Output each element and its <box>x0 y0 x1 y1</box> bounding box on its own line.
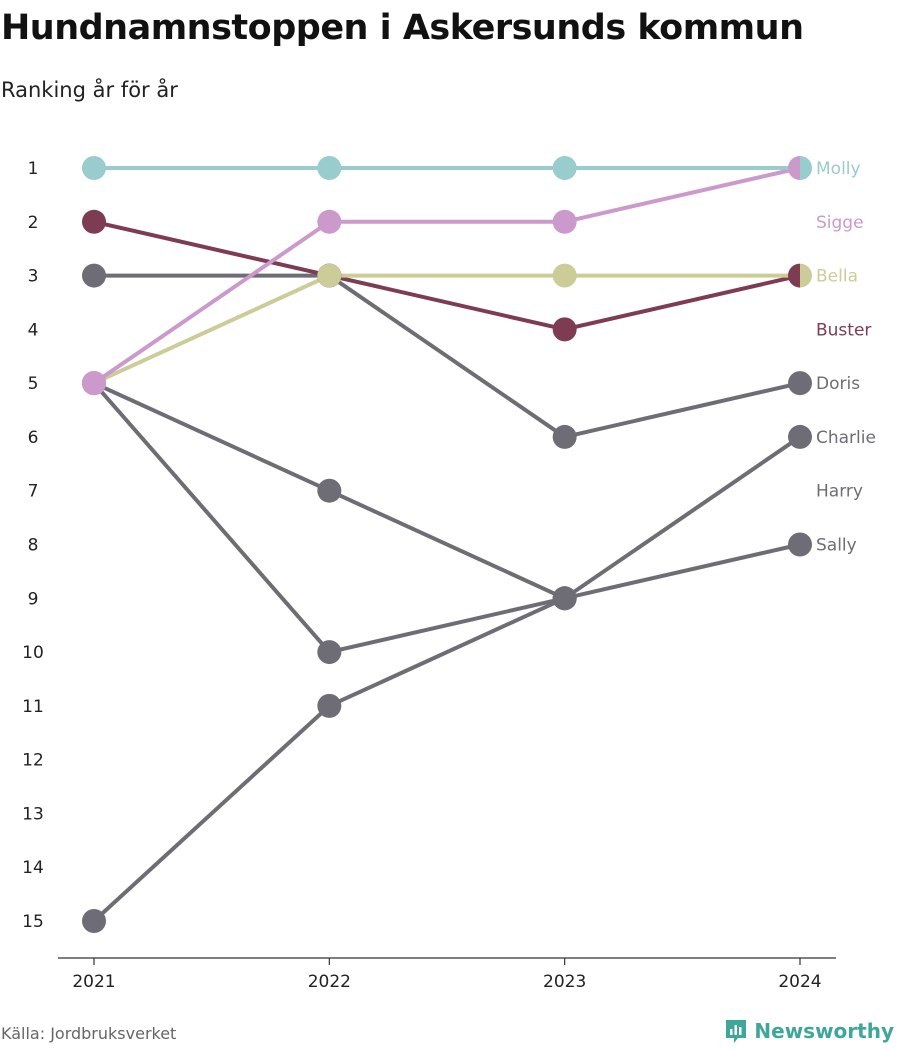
y-tick-label: 11 <box>22 697 44 717</box>
point-sally <box>317 640 342 665</box>
point-molly <box>800 156 812 180</box>
series-line-doris <box>92 273 802 439</box>
x-tick-label: 2021 <box>72 972 115 992</box>
y-tick-label: 6 <box>28 428 39 448</box>
point-charlie <box>317 693 342 718</box>
point-sigge <box>552 209 577 234</box>
point-bella <box>800 263 813 288</box>
y-tick-label: 10 <box>22 643 44 663</box>
y-tick-label: 3 <box>28 267 39 287</box>
point-buster <box>552 317 577 342</box>
series-line-bella <box>92 273 802 386</box>
series-line-sigge <box>92 166 802 386</box>
newsworthy-logo-icon <box>726 1020 747 1043</box>
point-sigge <box>82 371 106 396</box>
x-tick-label: 2023 <box>543 972 586 992</box>
point-sigge <box>317 209 342 234</box>
series-line-sally <box>92 381 802 655</box>
chart-subtitle: Ranking år för år <box>1 78 178 102</box>
point-doris <box>552 424 577 449</box>
y-tick-label: 7 <box>28 482 39 502</box>
point-buster <box>788 263 800 288</box>
brand: Newsworthy <box>724 1018 894 1044</box>
chart-title: Hundnamnstoppen i Askersunds kommun <box>1 8 804 48</box>
y-tick-label: 8 <box>28 536 39 556</box>
y-tick-label: 2 <box>28 213 39 233</box>
point-doris <box>788 371 812 396</box>
x-tick-label: 2022 <box>308 972 351 992</box>
y-tick-label: 9 <box>28 589 39 609</box>
point-charlie <box>788 424 812 449</box>
y-tick-label: 15 <box>22 912 44 932</box>
y-tick-label: 12 <box>22 751 44 771</box>
point-bella <box>317 263 342 288</box>
point-molly <box>82 156 106 180</box>
series-line-buster <box>92 219 802 332</box>
end-label-sally: Sally <box>816 536 857 556</box>
point-sigge <box>788 156 800 180</box>
end-label-bella: Bella <box>816 267 858 287</box>
y-tick-label: 14 <box>22 858 44 878</box>
point-bella <box>552 263 577 288</box>
point-buster <box>82 209 106 234</box>
series-line-charlie <box>92 434 802 923</box>
brand-name: Newsworthy <box>754 1019 894 1043</box>
end-label-doris: Doris <box>816 374 860 394</box>
end-label-charlie: Charlie <box>816 428 876 448</box>
y-tick-label: 4 <box>28 320 39 340</box>
y-tick-label: 5 <box>28 374 39 394</box>
point-harry <box>552 586 577 611</box>
point-doris <box>82 263 106 288</box>
x-tick-label: 2024 <box>778 972 821 992</box>
end-label-sigge: Sigge <box>816 213 864 233</box>
source-note: Källa: Jordbruksverket <box>1 1024 177 1043</box>
y-tick-label: 13 <box>22 804 44 824</box>
end-label-buster: Buster <box>816 320 871 340</box>
point-harry <box>317 478 342 503</box>
end-label-molly: Molly <box>816 159 861 179</box>
point-sally <box>788 532 812 557</box>
point-charlie <box>82 909 106 933</box>
end-label-harry: Harry <box>816 482 863 502</box>
bump-chart: 2021 2022 2023 2024123456789101112131415Mol… <box>22 156 876 992</box>
point-molly <box>552 156 577 180</box>
y-tick-label: 1 <box>28 159 39 179</box>
point-molly <box>317 156 342 180</box>
